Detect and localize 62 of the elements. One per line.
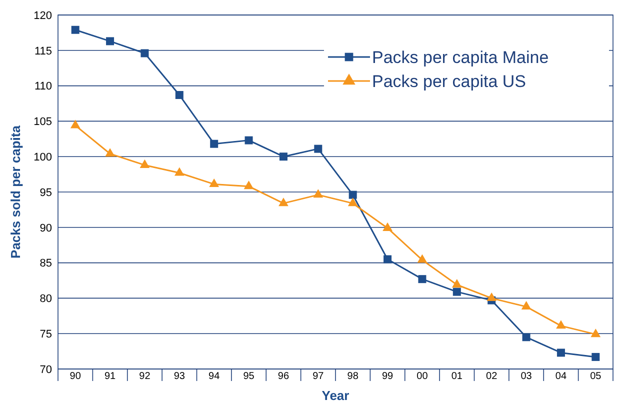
point: [452, 279, 462, 288]
point: [418, 275, 426, 284]
x-tick-label: 02: [486, 371, 498, 382]
point: [70, 120, 80, 128]
point: [244, 180, 254, 190]
point: [382, 222, 392, 231]
point: [106, 37, 114, 46]
y-tick-label: 90: [40, 222, 52, 234]
point: [522, 333, 530, 342]
point: [175, 91, 184, 100]
point: [592, 352, 600, 361]
point: [348, 198, 358, 206]
point: [452, 288, 461, 296]
point: [140, 159, 150, 168]
legend-label: Packs per capita US: [372, 72, 526, 91]
x-tick-label: 04: [555, 371, 567, 382]
y-tick-label: 110: [34, 80, 52, 93]
y-tick-label: 95: [40, 186, 52, 199]
y-tick-label: 75: [40, 328, 52, 340]
point: [590, 328, 601, 338]
point: [209, 178, 220, 188]
y-tick-label: 120: [34, 10, 52, 22]
legend-label: Packs per capita Maine: [372, 48, 549, 67]
x-tick-label: 99: [382, 371, 394, 382]
x-tick-label: 01: [451, 371, 463, 382]
y-tick-label: 115: [34, 45, 52, 58]
x-tick-label: 91: [104, 371, 116, 382]
x-tick-label: 94: [208, 371, 220, 382]
x-tick-label: 90: [70, 371, 82, 382]
point: [384, 255, 392, 264]
point: [174, 167, 184, 176]
point: [417, 254, 428, 263]
point: [313, 189, 324, 198]
point: [71, 26, 80, 34]
x-tick-label: 00: [416, 371, 428, 382]
x-tick-label: 05: [590, 371, 602, 382]
y-axis-title: Packs sold per capita: [8, 124, 23, 258]
x-tick-label: 96: [278, 371, 290, 382]
y-tick-label: 100: [34, 151, 52, 164]
point: [278, 198, 288, 206]
y-tick-label: 105: [34, 116, 52, 128]
point: [556, 348, 565, 357]
x-tick-label: 98: [347, 371, 359, 382]
point: [279, 152, 288, 161]
point: [244, 136, 253, 144]
x-axis-title: Year: [322, 388, 350, 403]
point: [521, 301, 532, 310]
point: [348, 190, 357, 199]
x-tick-label: 97: [312, 371, 324, 382]
x-tick-label: 03: [520, 371, 532, 382]
y-tick-label: 80: [40, 293, 52, 306]
point: [105, 148, 115, 157]
x-tick-label: 92: [139, 371, 151, 382]
x-tick-label: 93: [174, 371, 186, 382]
point: [486, 292, 497, 302]
y-tick-label: 70: [40, 364, 52, 376]
point: [314, 144, 322, 153]
y-tick-label: 85: [40, 258, 52, 270]
x-tick-label: 95: [243, 371, 255, 382]
point: [556, 320, 566, 329]
point: [140, 49, 149, 58]
point: [210, 140, 218, 148]
